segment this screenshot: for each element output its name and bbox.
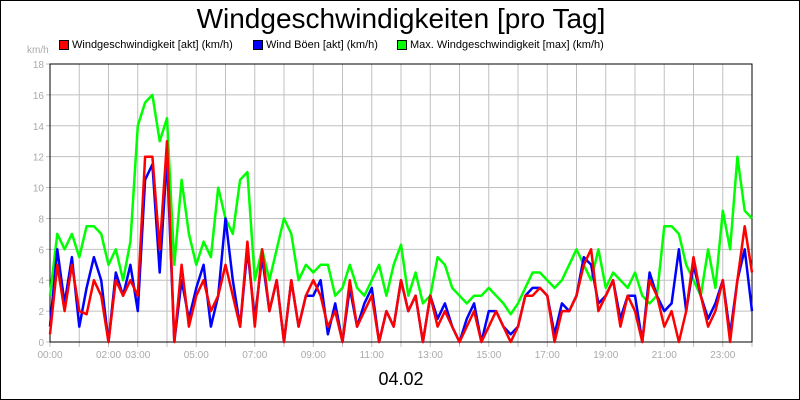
x-tick-label: 23:00 [710,350,735,361]
legend-swatch-blue [253,40,263,50]
y-tick-label: 14 [33,122,45,133]
x-tick-label: 15:00 [476,350,501,361]
chart-title: Windgeschwindigkeiten [pro Tag] [196,3,606,34]
series-line [48,93,753,316]
x-tick-label: 21:00 [652,350,677,361]
series-line [48,139,754,344]
legend-item-wind-speed: Windgeschwindigkeit [akt] (km/h) [59,39,233,51]
x-tick-label: 09:00 [301,350,326,361]
plot-border [49,63,753,343]
y-tick-label: 12 [33,153,45,164]
x-tick-label: 13:00 [418,350,443,361]
y-tick-label: 2 [38,307,44,318]
legend-item-gusts: Wind Böen [akt] (km/h) [253,39,378,51]
x-tick-label: 11:00 [360,350,385,361]
x-axis-date-label: 04.02 [378,369,424,389]
legend-label: Windgeschwindigkeit [akt] (km/h) [72,39,233,51]
x-tick-label: 07:00 [242,350,267,361]
legend-swatch-green [397,40,407,50]
x-tick-label: 02:00 [96,350,121,361]
x-tick-label: 00:00 [37,350,62,361]
x-tick-label: 05:00 [184,350,209,361]
legend-label: Wind Böen [akt] (km/h) [266,39,378,51]
legend-item-max: Max. Windgeschwindigkeit [max] (km/h) [397,39,604,51]
y-tick-label: 8 [38,214,44,225]
legend-label: Max. Windgeschwindigkeit [max] (km/h) [410,39,604,51]
y-tick-label: 16 [33,91,45,102]
x-tick-label: 17:00 [535,350,560,361]
y-tick-label: 6 [38,245,44,256]
legend-swatch-red [59,40,69,50]
y-tick-label: 0 [38,338,44,349]
y-tick-label: 4 [38,276,44,287]
y-axis-unit: km/h [27,45,49,56]
x-tick-label: 03:00 [125,350,150,361]
y-tick-label: 10 [33,184,45,195]
y-tick-label: 18 [33,60,45,71]
x-tick-label: 19:00 [593,350,618,361]
